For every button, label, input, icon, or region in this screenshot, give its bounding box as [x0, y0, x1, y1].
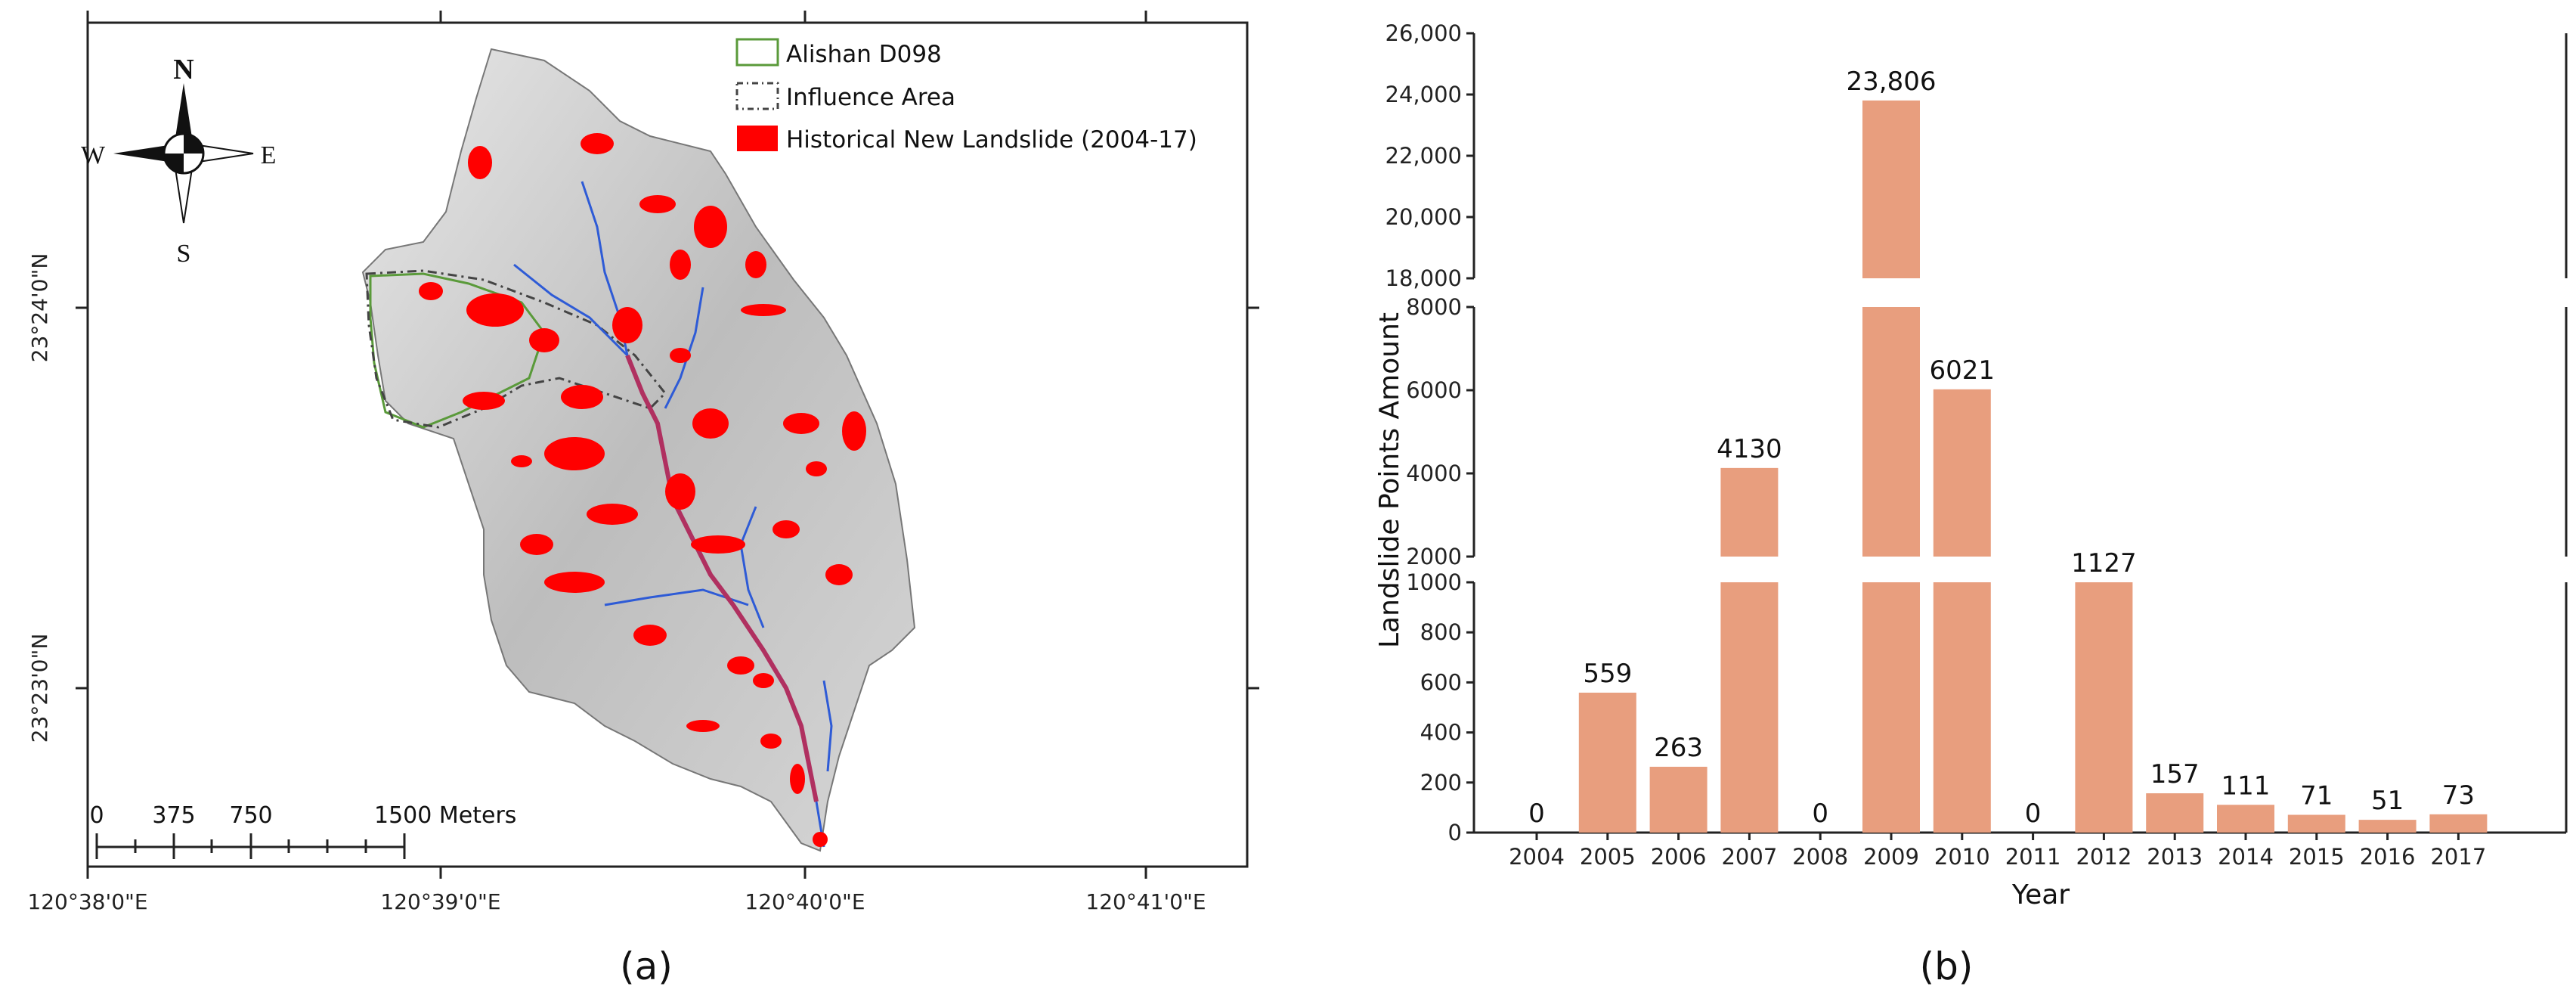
bar-2010: [1933, 582, 1991, 833]
scale-label-750: 750: [229, 802, 272, 829]
y-tick-label: 800: [1420, 619, 1462, 645]
bar-chart: 02004006008001000200040006000800018,0002…: [1386, 20, 2568, 870]
compass-north-arrow: [174, 83, 194, 147]
y-tick-label: 18,000: [1386, 265, 1462, 291]
data-label-2004: 0: [1528, 799, 1545, 829]
y-tick-label: 400: [1420, 720, 1462, 746]
legend-swatch-alishan: [735, 38, 779, 67]
y-tick-label: 22,000: [1386, 143, 1462, 169]
data-label-2017: 73: [2442, 780, 2475, 811]
influence-area: [365, 269, 667, 429]
scale-label-1500: 1500 Meters: [374, 802, 516, 829]
landslide-patches: [419, 133, 866, 847]
x-tick-label: 2017: [2430, 844, 2486, 870]
river-network: [513, 181, 833, 848]
chart-y-axis-title: Landslide Points Amount: [1374, 312, 1405, 648]
data-label-2016: 51: [2371, 786, 2404, 816]
map-legend: Alishan D098 Influence Area Historical N…: [735, 38, 1197, 154]
scale-bar: [95, 833, 406, 859]
x-tick-label: 2016: [2360, 844, 2416, 870]
x-tick-label: 2007: [1721, 844, 1777, 870]
scale-label-375: 375: [152, 802, 195, 829]
legend-label-influence: Influence Area: [786, 84, 955, 111]
y-tick-label: 600: [1420, 669, 1462, 695]
data-label-2011: 0: [2025, 799, 2042, 829]
data-label-2006: 263: [1654, 733, 1703, 763]
bar-2014: [2217, 805, 2274, 833]
compass-s-label: S: [177, 240, 191, 268]
data-label-2012: 1127: [2071, 548, 2137, 578]
y-tick-label: 26,000: [1386, 20, 1462, 46]
alishan-boundary: [369, 272, 546, 429]
x-tick-label: 2009: [1863, 844, 1919, 870]
bar-2012: [2075, 582, 2133, 833]
bar-2013: [2146, 793, 2204, 833]
x-tick-label: 2014: [2218, 844, 2274, 870]
y-tick-label: 24,000: [1386, 82, 1462, 107]
lat-label-1: 23°24'0"N: [27, 253, 52, 363]
lon-label-2: 120°39'0"E: [380, 889, 500, 914]
scale-label-0: 0: [89, 802, 104, 829]
legend-swatch-landslide: [737, 126, 778, 151]
x-tick-label: 2008: [1792, 844, 1848, 870]
y-tick-label: 2000: [1406, 544, 1462, 569]
lon-label-1: 120°38'0"E: [27, 889, 147, 914]
y-tick-label: 8000: [1406, 294, 1462, 320]
y-tick-label: 1000: [1406, 569, 1462, 595]
compass-west-arrow: [113, 144, 178, 163]
x-tick-label: 2012: [2076, 844, 2132, 870]
x-tick-label: 2013: [2147, 844, 2203, 870]
x-tick-label: 2006: [1651, 844, 1707, 870]
data-label-2015: 71: [2300, 780, 2333, 811]
compass-quadrant-2: [164, 154, 184, 173]
bar-2017: [2429, 814, 2488, 833]
y-tick-label: 0: [1448, 820, 1462, 845]
bar-2009: [1862, 100, 1920, 278]
compass-n-label: N: [173, 54, 194, 85]
data-label-2014: 111: [2221, 771, 2271, 801]
data-label-2010: 6021: [1930, 355, 1995, 386]
map-frame-ticks: [76, 11, 1259, 879]
bar-2015: [2287, 814, 2345, 833]
y-tick-label: 200: [1420, 770, 1462, 796]
data-label-2008: 0: [1812, 799, 1828, 829]
data-label-2005: 559: [1583, 659, 1632, 689]
compass-quadrant-1: [184, 134, 203, 154]
lat-label-2: 23°23'0"N: [27, 634, 52, 743]
legend-label-alishan: Alishan D098: [786, 41, 942, 68]
caption-b: (b): [1920, 945, 1974, 988]
lon-label-3: 120°40'0"E: [745, 889, 865, 914]
bar-2007: [1720, 467, 1779, 557]
bar-2005: [1578, 692, 1636, 833]
bar-2007: [1720, 582, 1779, 833]
bar-2006: [1649, 766, 1708, 833]
compass-rose: N S E W: [81, 54, 276, 268]
caption-a: (a): [620, 945, 673, 988]
bar-2009: [1862, 582, 1920, 833]
compass-w-label: W: [81, 141, 106, 169]
bar-2009: [1862, 307, 1920, 557]
x-tick-label: 2010: [1934, 844, 1990, 870]
x-tick-label: 2004: [1509, 844, 1565, 870]
data-label-2009: 23,806: [1847, 67, 1937, 97]
bar-2016: [2358, 820, 2417, 833]
watershed-terrain: [361, 48, 916, 852]
data-label-2007: 4130: [1717, 434, 1782, 464]
map-panel: 23°24'0"N 23°23'0"N 120°38'0"E 120°39'0"…: [27, 11, 1259, 914]
y-tick-label: 4000: [1406, 461, 1462, 486]
bar-2010: [1933, 389, 1991, 557]
data-label-2013: 157: [2150, 759, 2200, 789]
chart-x-axis-title: Year: [2011, 879, 2070, 910]
lon-label-4: 120°41'0"E: [1085, 889, 1206, 914]
x-tick-label: 2011: [2005, 844, 2061, 870]
y-tick-label: 6000: [1406, 377, 1462, 403]
x-tick-label: 2015: [2289, 844, 2345, 870]
legend-swatch-influence: [735, 82, 779, 110]
compass-e-label: E: [261, 141, 277, 169]
x-tick-label: 2005: [1580, 844, 1636, 870]
legend-label-landslide: Historical New Landslide (2004-17): [786, 126, 1197, 154]
y-tick-label: 20,000: [1386, 204, 1462, 230]
